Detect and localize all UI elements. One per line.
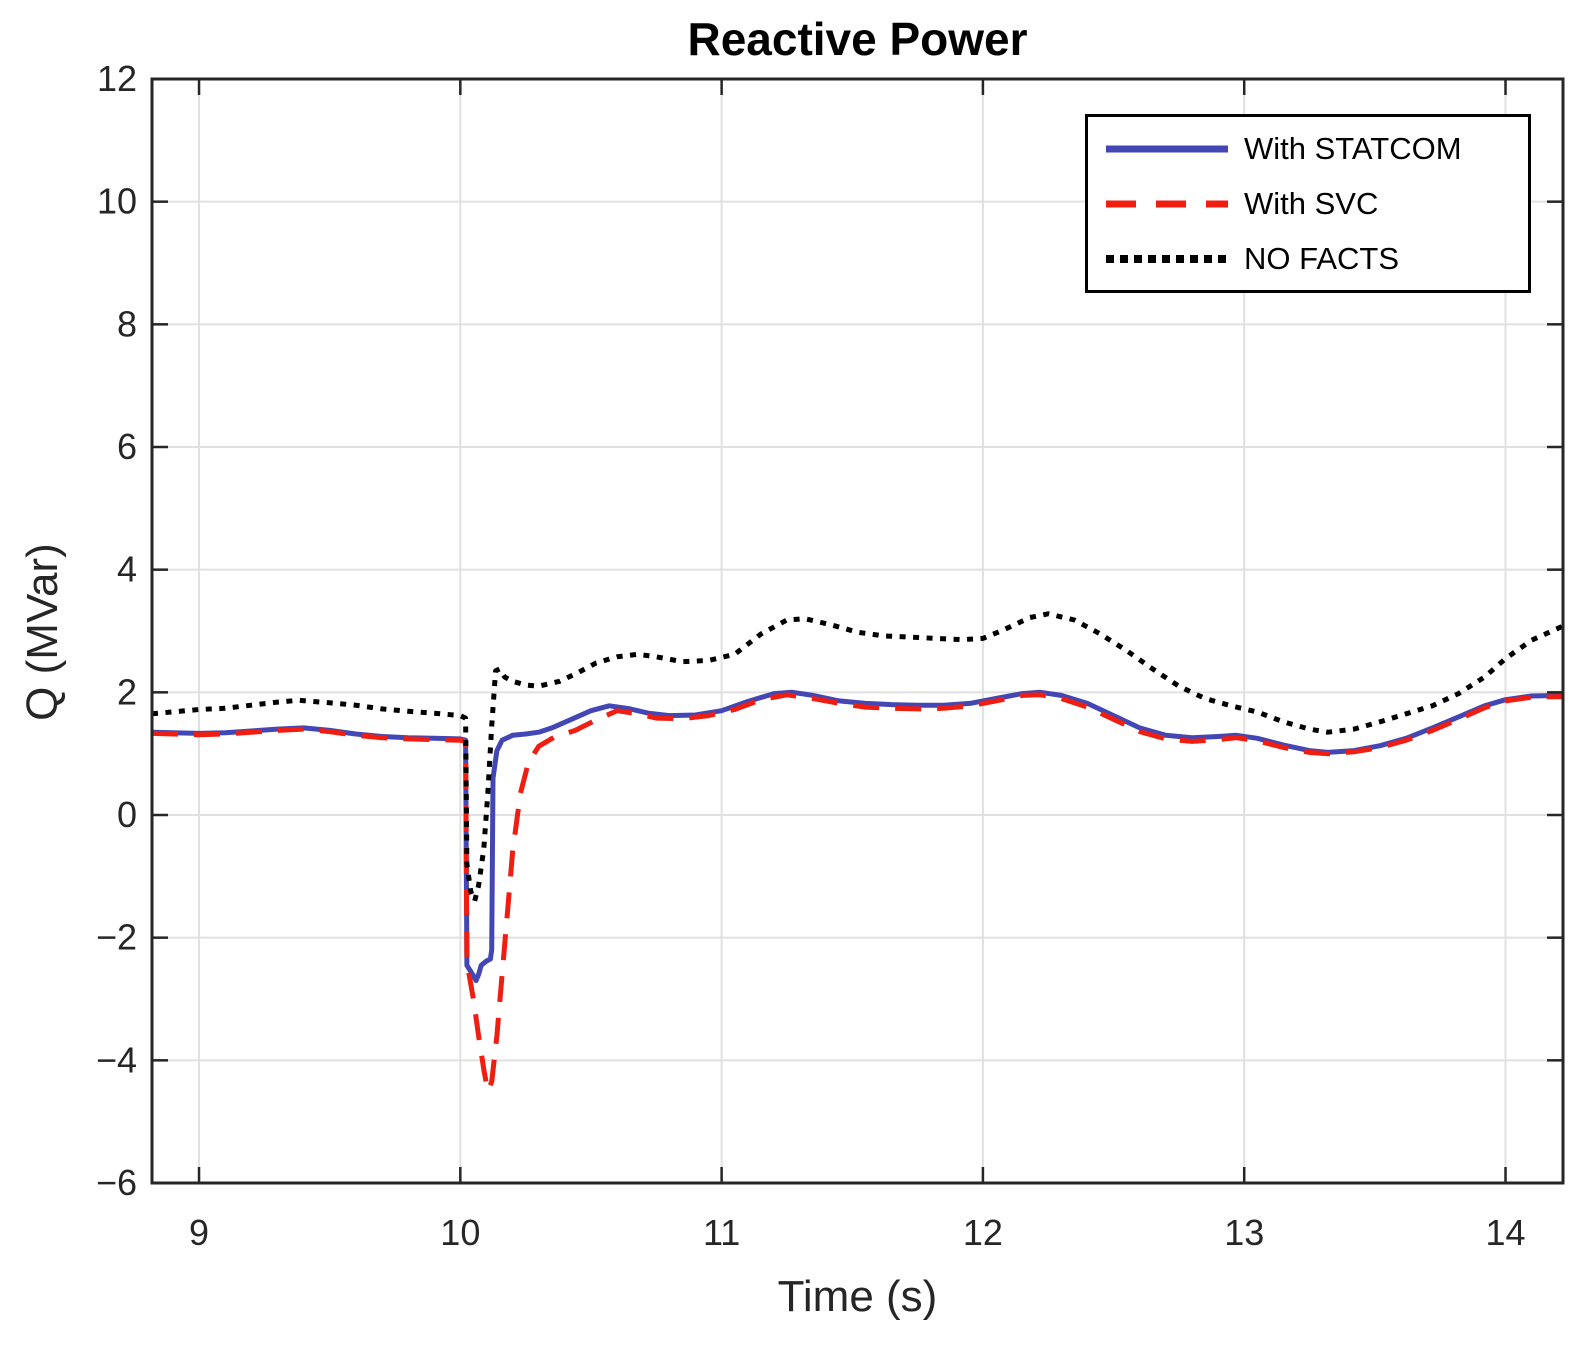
y-tick-label: −6 [96,1162,137,1203]
legend-label: With SVC [1244,185,1379,221]
x-tick-label: 11 [703,1212,740,1253]
y-axis-label: Q (MVar) [18,543,67,721]
legend-item-with-statcom: With STATCOM [1088,131,1528,167]
series-no-facts [152,611,1563,904]
y-tick-label: 10 [97,181,137,222]
y-tick-label: −4 [96,1039,137,1080]
y-tick-label: 6 [117,426,137,467]
legend-box: With STATCOM With SVC NO FACTS [1085,114,1531,293]
legend-item-no-facts: NO FACTS [1088,241,1528,277]
series-with-svc [152,692,1563,1094]
y-tick-label: −2 [96,917,137,958]
x-tick-label: 12 [963,1212,1003,1253]
legend-item-with-svc: With SVC [1088,186,1528,222]
legend-label: With STATCOM [1244,130,1462,166]
plot-frame [150,77,1565,1185]
legend-line-solid [1106,145,1228,152]
x-tick-label: 14 [1485,1212,1525,1253]
y-tick-label: 8 [117,303,137,344]
legend-line-dashed [1106,200,1228,207]
y-tick-label: 4 [117,549,137,590]
y-tick-label: 2 [117,671,137,712]
legend-line-dotted [1106,254,1228,263]
legend-label: NO FACTS [1244,240,1400,276]
chart-title: Reactive Power [687,13,1028,65]
y-tick-label: 12 [97,58,137,99]
y-tick-label: 0 [117,794,137,835]
x-tick-label: 9 [189,1212,209,1253]
x-axis-label: Time (s) [777,1272,938,1321]
x-tick-label: 13 [1224,1212,1264,1253]
x-tick-label: 10 [440,1212,480,1253]
